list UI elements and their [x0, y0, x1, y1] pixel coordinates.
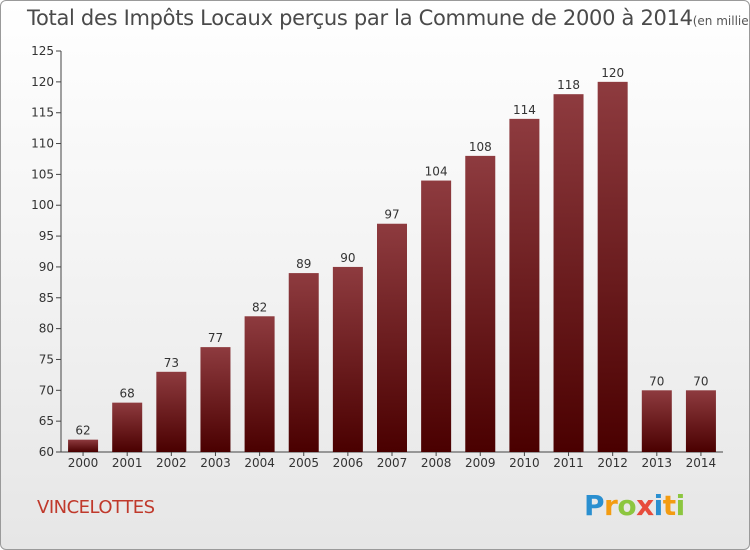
- axes: 60 65 70 75 80 85 90 95 100 105 110 115 120 125 2000 20…: [31, 44, 723, 470]
- x-tick-label: 2004: [244, 456, 275, 470]
- bars: [68, 81, 716, 453]
- bar: [68, 439, 99, 452]
- data-label: 77: [208, 331, 223, 345]
- x-tick-label: 2011: [553, 456, 584, 470]
- y-tick-label: 90: [39, 260, 54, 274]
- brand-letter: P: [584, 489, 605, 522]
- x-tick-label: 2009: [465, 456, 496, 470]
- data-label: 62: [75, 424, 90, 438]
- x-tick-label: 2007: [377, 456, 408, 470]
- data-label: 97: [384, 208, 399, 222]
- bar: [641, 390, 672, 452]
- bar: [465, 155, 496, 452]
- y-tick-label: 120: [31, 75, 54, 89]
- y-tick-label: 125: [31, 44, 54, 58]
- x-tick-label: 2012: [597, 456, 628, 470]
- x-tick-label: 2010: [509, 456, 540, 470]
- data-label: 108: [469, 140, 492, 154]
- data-labels: 62 68 73 77 82 89 90 97 104 108 114 118 120 70 70: [75, 66, 708, 438]
- data-label: 89: [296, 257, 311, 271]
- proxiti-logo[interactable]: Proxiti: [584, 489, 685, 522]
- bar: [553, 94, 584, 452]
- y-tick-label: 95: [39, 229, 54, 243]
- bar: [597, 81, 628, 452]
- x-tick-label: 2013: [642, 456, 673, 470]
- y-tick-label: 105: [31, 167, 54, 181]
- data-label: 90: [340, 251, 355, 265]
- x-tick-label: 2000: [68, 456, 99, 470]
- bar: [685, 390, 716, 452]
- y-tick-label: 75: [39, 352, 54, 366]
- title-unit: (en milliers d'€): [692, 14, 749, 28]
- brand-letter: i: [675, 489, 686, 522]
- x-tick-label: 2005: [288, 456, 319, 470]
- data-label: 73: [164, 356, 179, 370]
- data-label: 70: [693, 374, 708, 388]
- bar: [421, 180, 452, 453]
- data-label: 68: [120, 387, 135, 401]
- chart-title: Total des Impôts Locaux perçus par la Co…: [27, 6, 749, 30]
- commune-name: VINCELOTTES: [37, 497, 155, 518]
- data-label: 118: [557, 78, 580, 92]
- bar: [112, 402, 143, 452]
- title-text: Total des Impôts Locaux perçus par la Co…: [27, 6, 693, 30]
- data-label: 104: [425, 165, 448, 179]
- x-tick-label: 2002: [156, 456, 187, 470]
- data-label: 114: [513, 103, 536, 117]
- x-tick-label: 2006: [333, 456, 364, 470]
- y-tick-label: 85: [39, 291, 54, 305]
- bar: [509, 118, 540, 452]
- bar: [332, 266, 363, 452]
- y-tick-label: 70: [39, 383, 54, 397]
- y-tick-label: 80: [39, 322, 54, 336]
- data-label: 82: [252, 300, 267, 314]
- data-label: 70: [649, 374, 664, 388]
- y-tick-label: 110: [31, 137, 54, 151]
- x-tick-label: 2001: [112, 456, 143, 470]
- x-tick-label: 2008: [421, 456, 452, 470]
- y-tick-label: 100: [31, 198, 54, 212]
- x-tick-label: 2003: [200, 456, 231, 470]
- x-tick-label: 2014: [686, 456, 717, 470]
- brand-letter: x: [636, 489, 654, 522]
- bar: [377, 223, 407, 452]
- brand-letter: t: [662, 489, 676, 522]
- bar: [244, 316, 275, 452]
- bar: [288, 273, 319, 452]
- brand-letter: o: [617, 489, 637, 522]
- brand-letter: i: [653, 489, 664, 522]
- bar: [200, 347, 231, 452]
- y-tick-label: 65: [39, 414, 54, 428]
- y-tick-label: 115: [31, 106, 54, 120]
- y-tick-label: 60: [39, 445, 54, 459]
- brand-letter: r: [604, 489, 618, 522]
- bar: [156, 371, 187, 452]
- data-label: 120: [601, 66, 624, 80]
